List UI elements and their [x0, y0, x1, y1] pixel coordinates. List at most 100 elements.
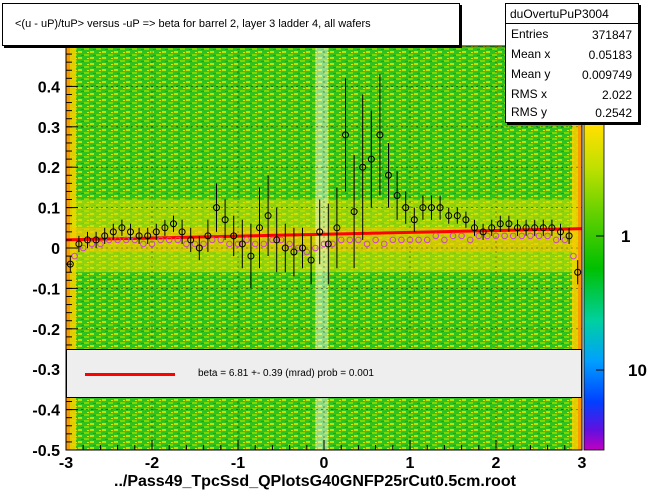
profile-black-point [75, 240, 83, 248]
profile-black-point [565, 232, 573, 240]
x-axis-ticks: -3 -2 -1 0 1 2 3 [59, 440, 587, 472]
stats-row: Mean y 0.009749 [506, 65, 638, 85]
profile-magenta-point [509, 232, 517, 240]
profile-magenta-point [208, 236, 216, 244]
profile-magenta-point [303, 248, 311, 256]
profile-magenta-point [148, 240, 156, 248]
x-tick-label: 2 [492, 455, 501, 472]
profile-magenta-point [492, 232, 500, 240]
profile-black-point [557, 228, 564, 236]
y-tick-label: 0.3 [38, 120, 60, 137]
profile-black-point [247, 252, 255, 260]
profile-magenta-point [174, 236, 182, 244]
profile-black-point [307, 256, 315, 264]
stats-key: RMS x [511, 87, 547, 101]
x-tick-label: -2 [145, 455, 159, 472]
color-scale-gradient [584, 46, 604, 450]
profile-magenta-point [329, 240, 336, 248]
stats-key: Entries [511, 27, 549, 41]
profile-black-point [531, 224, 539, 232]
profile-black-point [410, 216, 418, 224]
profile-black-point [436, 204, 444, 212]
profile-magenta-point [535, 232, 543, 240]
y-tick-label: -0.4 [32, 403, 60, 420]
profile-black-point [264, 212, 272, 220]
profile-magenta-point [389, 236, 397, 244]
profile-magenta-point [269, 236, 276, 244]
color-scale-bar: 1010 [583, 45, 647, 451]
x-tick-label: -1 [231, 455, 245, 472]
profile-magenta-point [570, 252, 577, 260]
stats-row: Mean x 0.05183 [506, 45, 638, 65]
profile-black-point [367, 155, 375, 163]
y-tick-label: 0 [51, 241, 60, 258]
profile-black-point [316, 228, 324, 236]
profile-black-point [514, 224, 521, 232]
y-tick-label: 0.4 [38, 79, 60, 96]
profile-black-point [479, 228, 487, 236]
color-scale-label: 10 [628, 361, 647, 380]
stats-value: 0.05183 [588, 48, 632, 62]
profile-magenta-point [355, 236, 362, 244]
profile-magenta-point [475, 232, 483, 240]
profile-black-point [539, 224, 547, 232]
stats-value: 371847 [591, 28, 632, 42]
profile-black-point [376, 131, 384, 139]
stats-header: duOvertuPuP3004 [506, 4, 638, 24]
fit-legend-text: beta = 6.81 +- 0.39 (mrad) prob = 0.001 [198, 368, 374, 379]
profile-magenta-point [140, 240, 147, 248]
profile-black-point [462, 216, 470, 224]
y-tick-label: 0.1 [38, 201, 60, 218]
profile-black-point [453, 212, 461, 220]
profile-magenta-point [277, 236, 285, 244]
color-scale-label: 1 [621, 227, 630, 246]
profile-black-point [522, 224, 530, 232]
profile-magenta-point [544, 232, 551, 240]
profile-black-point [101, 232, 109, 240]
profile-magenta-point [191, 240, 199, 248]
profile-black-point [84, 236, 91, 244]
profile-black-point [290, 248, 298, 256]
profile-black-point [359, 163, 367, 171]
profile-black-point [574, 268, 582, 276]
profile-black-point [445, 212, 453, 220]
profile-black-series [66, 74, 582, 289]
fit-line [65, 227, 583, 242]
profile-magenta-point [243, 236, 250, 244]
profile-magenta-point [200, 240, 207, 248]
x-tick-label: 1 [406, 455, 415, 472]
profile-black-point [238, 240, 246, 248]
stats-row: RMS y 0.2542 [506, 103, 638, 123]
profile-magenta-point [423, 236, 431, 244]
profile-magenta-point [518, 232, 526, 240]
stats-value: 0.2542 [595, 106, 632, 120]
profile-black-point [92, 236, 100, 244]
fit-line-segment [65, 227, 583, 242]
profile-magenta-point [398, 236, 405, 244]
profile-black-point [230, 232, 238, 240]
stats-name: duOvertuPuP3004 [510, 7, 609, 21]
profile-magenta-point [294, 244, 302, 252]
profile-black-point [299, 244, 306, 252]
profile-black-point [204, 232, 212, 240]
profile-black-point [393, 191, 401, 199]
profile-magenta-point [337, 236, 345, 244]
profile-black-point [213, 204, 220, 212]
stats-value: 2.022 [601, 88, 632, 102]
stats-row: Entries 371847 [506, 25, 638, 45]
x-tick-label: 0 [320, 455, 329, 472]
profile-magenta-point [458, 232, 465, 240]
profile-magenta-point [114, 236, 121, 244]
profile-black-point [505, 220, 513, 228]
profile-magenta-point [320, 240, 328, 248]
x-tick-label: -3 [59, 455, 73, 472]
profile-black-point [178, 228, 186, 236]
profile-magenta-point [79, 244, 87, 252]
profile-black-point [419, 204, 427, 212]
stats-row: RMS x 2.022 [506, 85, 638, 105]
profile-black-point [548, 224, 556, 232]
profile-magenta-point [501, 232, 508, 240]
profile-magenta-point [105, 236, 113, 244]
profile-black-point [135, 232, 143, 240]
profile-black-point [333, 224, 341, 232]
